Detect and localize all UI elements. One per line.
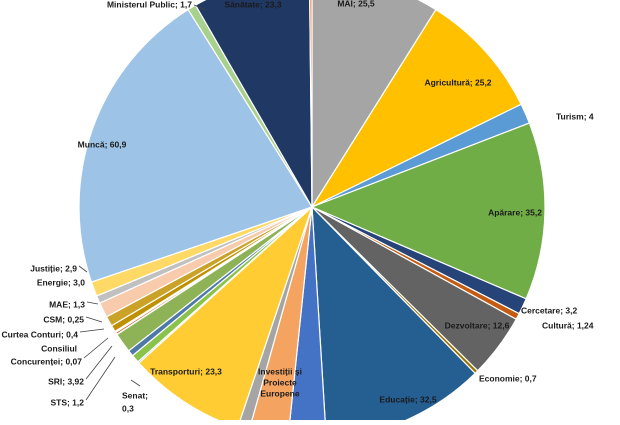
leader-line-curtea-conturi-18 [79, 328, 105, 333]
pie-label-consiliul-concurentei-17-line1: Concurenței; 0,07 [11, 356, 83, 366]
pie-label-justitie-24: Justiție; 2,9 [30, 263, 77, 273]
leader-line-sri-16 [85, 345, 113, 380]
leader-line-ministerul-public-26 [193, 4, 207, 11]
pie-label-munca-25: Muncă; 60,9 [78, 139, 127, 149]
pie-label-investitii-si-proiecte-europene-10-line1: Proiecte [263, 377, 297, 387]
pie-slice-munca-25 [78, 8, 313, 283]
pie-slice-transporturi-12 [138, 205, 314, 425]
pie-label-sanatate-27: Sănătate; 23,3 [224, 0, 281, 9]
pie-slice-agricultura-1 [310, 8, 522, 209]
pie-slice-unlabeled-28 [309, 0, 313, 208]
pie-label-educatie-8: Educație; 32,5 [379, 394, 436, 404]
pie-label-ministerul-public-26: Ministerul Public; 1,7 [107, 0, 192, 9]
pie-slice-mai-0 [311, 0, 437, 210]
pie-label-consiliul-concurentei-17-line0: Consiliul [41, 343, 77, 353]
leader-line-justitie-24 [78, 265, 88, 273]
leader-line-mae-20 [86, 301, 99, 305]
pie-label-dezvoltare-6: Dezvoltare; 12,6 [445, 320, 510, 330]
leader-line-csm-19 [85, 316, 103, 323]
pie-label-transporturi-12: Transporturi; 23,3 [150, 366, 222, 376]
pie-label-csm-19: CSM; 0,25 [43, 314, 84, 324]
pie-slice-investitii-si-proiecte-europene-9 [288, 206, 327, 425]
pie-label-agricultura-1: Agricultură; 25,2 [424, 77, 491, 87]
pie-label-cultura-5: Cultură; 1,24 [542, 320, 594, 330]
leader-line-sts-15 [85, 356, 116, 401]
pie-label-mai-0: MAI; 25,5 [337, 0, 375, 8]
leader-line-senat-13 [130, 379, 141, 387]
pie-label-sri-16: SRI; 3,92 [48, 376, 84, 386]
pie-slices [78, 0, 546, 425]
pie-label-senat-13-line1: 0,3 [122, 403, 134, 413]
pie-label-energie-22: Energie; 3,0 [37, 277, 85, 287]
pie-label-cercetare-4: Cercetare; 3,2 [521, 305, 578, 315]
pie-label-economie-7: Economie; 0,7 [479, 373, 537, 383]
pie-label-investitii-si-proiecte-europene-10-line2: Europene [260, 388, 299, 398]
pie-labels: MAI; 25,5 Agricultură; 25,2 Turism; 4 Apăra… [1, 0, 593, 413]
pie-label-curtea-conturi-18: Curtea Conturi; 0,4 [1, 329, 78, 339]
leader-line-consiliul-concurentei-17 [83, 337, 109, 359]
pie-label-investitii-si-proiecte-europene-10-line0: Investiții și [258, 366, 302, 376]
pie-label-mae-20: MAE; 1,3 [49, 299, 85, 309]
pie-slice-sanatate-27 [194, 0, 313, 210]
pie-label-turism-2: Turism; 4 [556, 111, 594, 121]
pie-label-senat-13-line0: Senat; [122, 390, 148, 400]
pie-slice-aparare-3 [310, 122, 546, 300]
pie-label-aparare-3: Apărare; 35,2 [488, 207, 542, 217]
pie-label-sts-15: STS; 1,2 [50, 397, 84, 407]
